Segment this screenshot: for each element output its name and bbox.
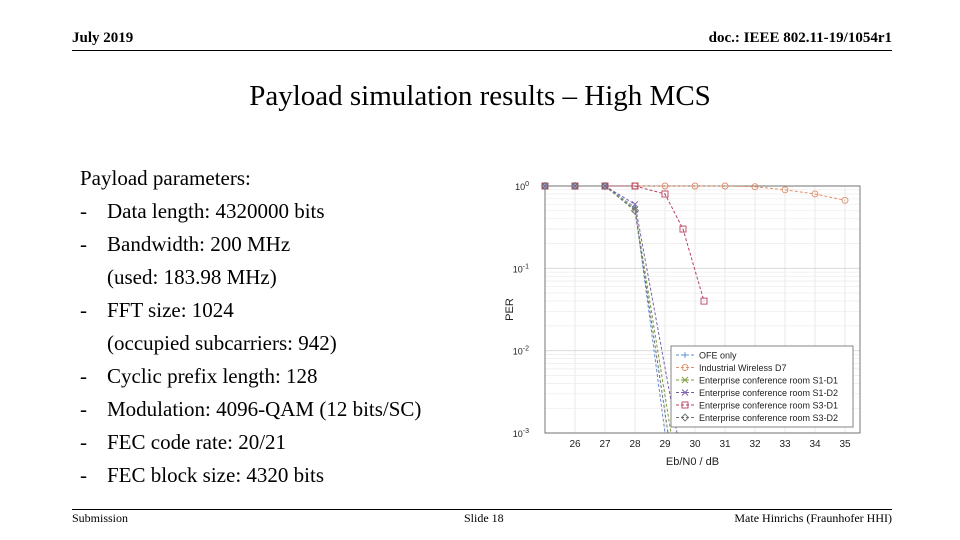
data-point: [679, 225, 687, 233]
data-point: [811, 190, 819, 198]
legend-swatch-marker: [681, 364, 689, 371]
param-item: - Modulation: 4096-QAM (12 bits/SC): [80, 397, 422, 421]
legend-entry: Enterprise conference room S3-D1: [699, 401, 838, 411]
x-tick-label: 31: [719, 439, 731, 450]
data-point: [631, 200, 639, 208]
data-point: [631, 206, 639, 213]
legend-swatch-marker: [681, 401, 689, 409]
y-tick-label: 100: [515, 181, 529, 192]
data-point: [570, 181, 580, 191]
legend-swatch-marker: [680, 413, 690, 422]
param-subtext: (occupied subcarriers: 942): [107, 331, 337, 355]
x-tick-label: 34: [809, 439, 821, 450]
per-chart: 26 27 28 29 30 31 32 33 34 35 100 10-1 10-2 10-3 PER Eb…: [504, 181, 861, 468]
param-text: Data length: 4320000 bits: [107, 199, 325, 223]
x-tick-label: 35: [839, 439, 851, 450]
param-subtext: (used: 183.98 MHz): [107, 265, 277, 289]
param-text: Bandwidth: 200 MHz: [107, 232, 291, 256]
param-text: FEC block size: 4320 bits: [107, 463, 324, 487]
legend-swatch-marker: [681, 389, 689, 396]
x-tick-label: 33: [779, 439, 791, 450]
y-tick-label: 10-3: [513, 428, 529, 439]
footer-rule: [72, 509, 892, 510]
data-point: [721, 182, 729, 190]
x-tick-label: 32: [749, 439, 761, 450]
legend-entry: Enterprise conference room S1-D1: [699, 376, 838, 386]
data-point: [661, 182, 669, 190]
x-tick-label: 30: [689, 439, 701, 450]
y-tick-label: 10-2: [513, 346, 529, 357]
params-heading: Payload parameters:: [80, 166, 251, 190]
x-axis-label: Eb/N0 / dB: [666, 456, 719, 468]
payload-parameters: Payload parameters: - Data length: 432000…: [80, 162, 421, 492]
param-item: - Bandwidth: 200 MHz (used: 183.98 MHz): [80, 228, 421, 294]
legend-entry: Enterprise conference room S1-D2: [699, 388, 838, 398]
header-date: July 2019: [72, 30, 134, 46]
legend-swatch-marker: [682, 352, 688, 358]
data-point: [661, 190, 669, 198]
data-point: [691, 182, 699, 190]
legend-swatch-marker: [681, 376, 689, 384]
param-text: FFT size: 1024: [107, 298, 234, 322]
param-item: - Data length: 4320000 bits: [80, 199, 325, 223]
footer-submission: Submission: [72, 511, 129, 525]
param-text: Modulation: 4096-QAM (12 bits/SC): [107, 397, 422, 421]
legend-entry: Industrial Wireless D7: [699, 363, 787, 373]
data-point: [600, 181, 610, 191]
params-list: - Data length: 4320000 bits - Bandwidth: 2…: [80, 195, 421, 492]
data-point: [630, 206, 640, 215]
header-doc-id: doc.: IEEE 802.11-19/1054r1: [708, 30, 892, 46]
slide-title: Payload simulation results – High MCS: [249, 80, 711, 112]
x-tick-label: 26: [569, 439, 581, 450]
data-point: [700, 297, 708, 305]
x-tick-label: 28: [629, 439, 641, 450]
data-point: [841, 196, 849, 204]
legend-entry: Enterprise conference room S3-D2: [699, 413, 838, 423]
x-tick-label: 27: [599, 439, 611, 450]
header-rule: [72, 50, 892, 51]
y-tick-label: 10-1: [513, 263, 529, 274]
legend-entry: OFE only: [699, 351, 737, 361]
data-point: [631, 182, 639, 190]
data-point: [540, 181, 550, 191]
footer-author: Mate Hinrichs (Fraunhofer HHI): [734, 511, 892, 525]
x-tick-label: 29: [659, 439, 671, 450]
param-text: Cyclic prefix length: 128: [107, 364, 318, 388]
param-item: - FEC block size: 4320 bits: [80, 463, 324, 487]
param-text: FEC code rate: 20/21: [107, 430, 287, 454]
series-line: [545, 185, 669, 434]
y-axis-label: PER: [504, 298, 516, 321]
data-point: [751, 183, 759, 191]
param-item: - FEC code rate: 20/21: [80, 430, 287, 454]
legend-box: [670, 345, 854, 428]
footer-slide-number: Slide 18: [464, 511, 504, 525]
data-point: [781, 186, 789, 194]
series-diamond: [540, 181, 669, 434]
param-item: - Cyclic prefix length: 128: [80, 364, 318, 388]
param-item: - FFT size: 1024 (occupied subcarriers: 94…: [80, 294, 421, 360]
